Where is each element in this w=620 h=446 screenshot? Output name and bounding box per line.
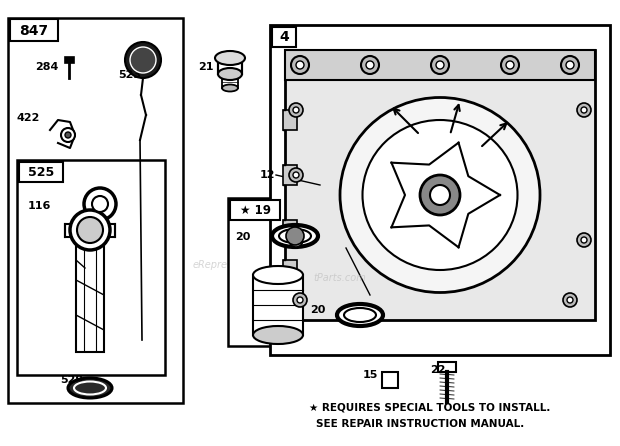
- Ellipse shape: [215, 51, 245, 65]
- Text: tParts.com: tParts.com: [314, 273, 366, 283]
- Text: 116: 116: [28, 201, 51, 211]
- Bar: [285, 50, 595, 320]
- Circle shape: [297, 297, 303, 303]
- Ellipse shape: [253, 326, 303, 344]
- Bar: [65, 57, 74, 63]
- Circle shape: [506, 61, 514, 69]
- Circle shape: [65, 132, 71, 138]
- Circle shape: [501, 56, 519, 74]
- Circle shape: [431, 56, 449, 74]
- Bar: [283, 220, 297, 240]
- Circle shape: [70, 210, 110, 250]
- Bar: [17, 160, 165, 375]
- Circle shape: [577, 233, 591, 247]
- Text: 284: 284: [35, 62, 58, 72]
- Bar: [76, 237, 104, 352]
- Ellipse shape: [218, 68, 242, 80]
- Text: 21: 21: [198, 62, 213, 72]
- Text: 12: 12: [260, 170, 275, 180]
- Circle shape: [289, 103, 303, 117]
- Circle shape: [92, 196, 108, 212]
- Text: ★ REQUIRES SPECIAL TOOLS TO INSTALL.: ★ REQUIRES SPECIAL TOOLS TO INSTALL.: [309, 403, 551, 413]
- Bar: [283, 260, 297, 280]
- Circle shape: [293, 237, 299, 243]
- Bar: [270, 25, 610, 355]
- Circle shape: [567, 297, 573, 303]
- Text: eRepre: eRepre: [192, 260, 228, 270]
- Ellipse shape: [344, 308, 376, 322]
- Circle shape: [563, 293, 577, 307]
- Circle shape: [130, 47, 156, 73]
- Ellipse shape: [337, 304, 383, 326]
- Text: 20: 20: [310, 305, 326, 315]
- Circle shape: [430, 185, 450, 205]
- Text: 15: 15: [363, 370, 378, 380]
- Circle shape: [581, 237, 587, 243]
- Text: 4: 4: [279, 30, 289, 44]
- Text: 20: 20: [235, 232, 250, 242]
- Bar: [230, 200, 280, 220]
- Circle shape: [361, 56, 379, 74]
- Text: 523: 523: [118, 70, 141, 80]
- Ellipse shape: [68, 378, 112, 398]
- Bar: [10, 19, 58, 41]
- Circle shape: [293, 293, 307, 307]
- Bar: [222, 74, 238, 88]
- Ellipse shape: [340, 98, 540, 293]
- Bar: [382, 372, 398, 388]
- Circle shape: [293, 172, 299, 178]
- Bar: [253, 275, 303, 335]
- Circle shape: [296, 61, 304, 69]
- Circle shape: [289, 168, 303, 182]
- Text: 847: 847: [19, 24, 48, 38]
- Ellipse shape: [222, 84, 238, 91]
- Ellipse shape: [253, 266, 303, 284]
- Ellipse shape: [363, 120, 518, 270]
- Circle shape: [561, 56, 579, 74]
- Circle shape: [566, 61, 574, 69]
- Bar: [228, 198, 346, 346]
- Text: 22: 22: [430, 365, 446, 375]
- Circle shape: [436, 61, 444, 69]
- Text: 422: 422: [17, 113, 40, 123]
- Circle shape: [581, 107, 587, 113]
- Text: 529: 529: [60, 375, 83, 385]
- Circle shape: [291, 56, 309, 74]
- Circle shape: [420, 175, 460, 215]
- Bar: [438, 362, 456, 372]
- Circle shape: [366, 61, 374, 69]
- Text: SEE REPAIR INSTRUCTION MANUAL.: SEE REPAIR INSTRUCTION MANUAL.: [316, 419, 524, 429]
- Circle shape: [84, 188, 116, 220]
- Bar: [8, 18, 183, 403]
- Circle shape: [577, 103, 591, 117]
- Bar: [65, 224, 115, 237]
- Circle shape: [289, 233, 303, 247]
- Ellipse shape: [272, 225, 318, 247]
- Text: ★ 19: ★ 19: [241, 203, 272, 216]
- Ellipse shape: [279, 229, 311, 243]
- Circle shape: [61, 128, 75, 142]
- Bar: [283, 110, 297, 130]
- Bar: [285, 50, 595, 80]
- Text: 525: 525: [28, 165, 54, 178]
- Bar: [19, 162, 63, 182]
- Circle shape: [286, 227, 304, 245]
- Circle shape: [125, 42, 161, 78]
- Bar: [283, 165, 297, 185]
- Bar: [218, 58, 242, 74]
- Circle shape: [77, 217, 103, 243]
- Bar: [272, 27, 296, 47]
- Circle shape: [293, 107, 299, 113]
